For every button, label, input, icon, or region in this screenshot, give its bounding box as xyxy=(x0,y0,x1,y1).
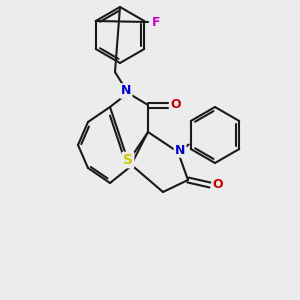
Text: O: O xyxy=(171,98,181,112)
Text: S: S xyxy=(123,153,133,167)
Text: O: O xyxy=(213,178,223,191)
Text: F: F xyxy=(152,16,160,28)
Text: N: N xyxy=(175,143,185,157)
Text: N: N xyxy=(121,85,131,98)
